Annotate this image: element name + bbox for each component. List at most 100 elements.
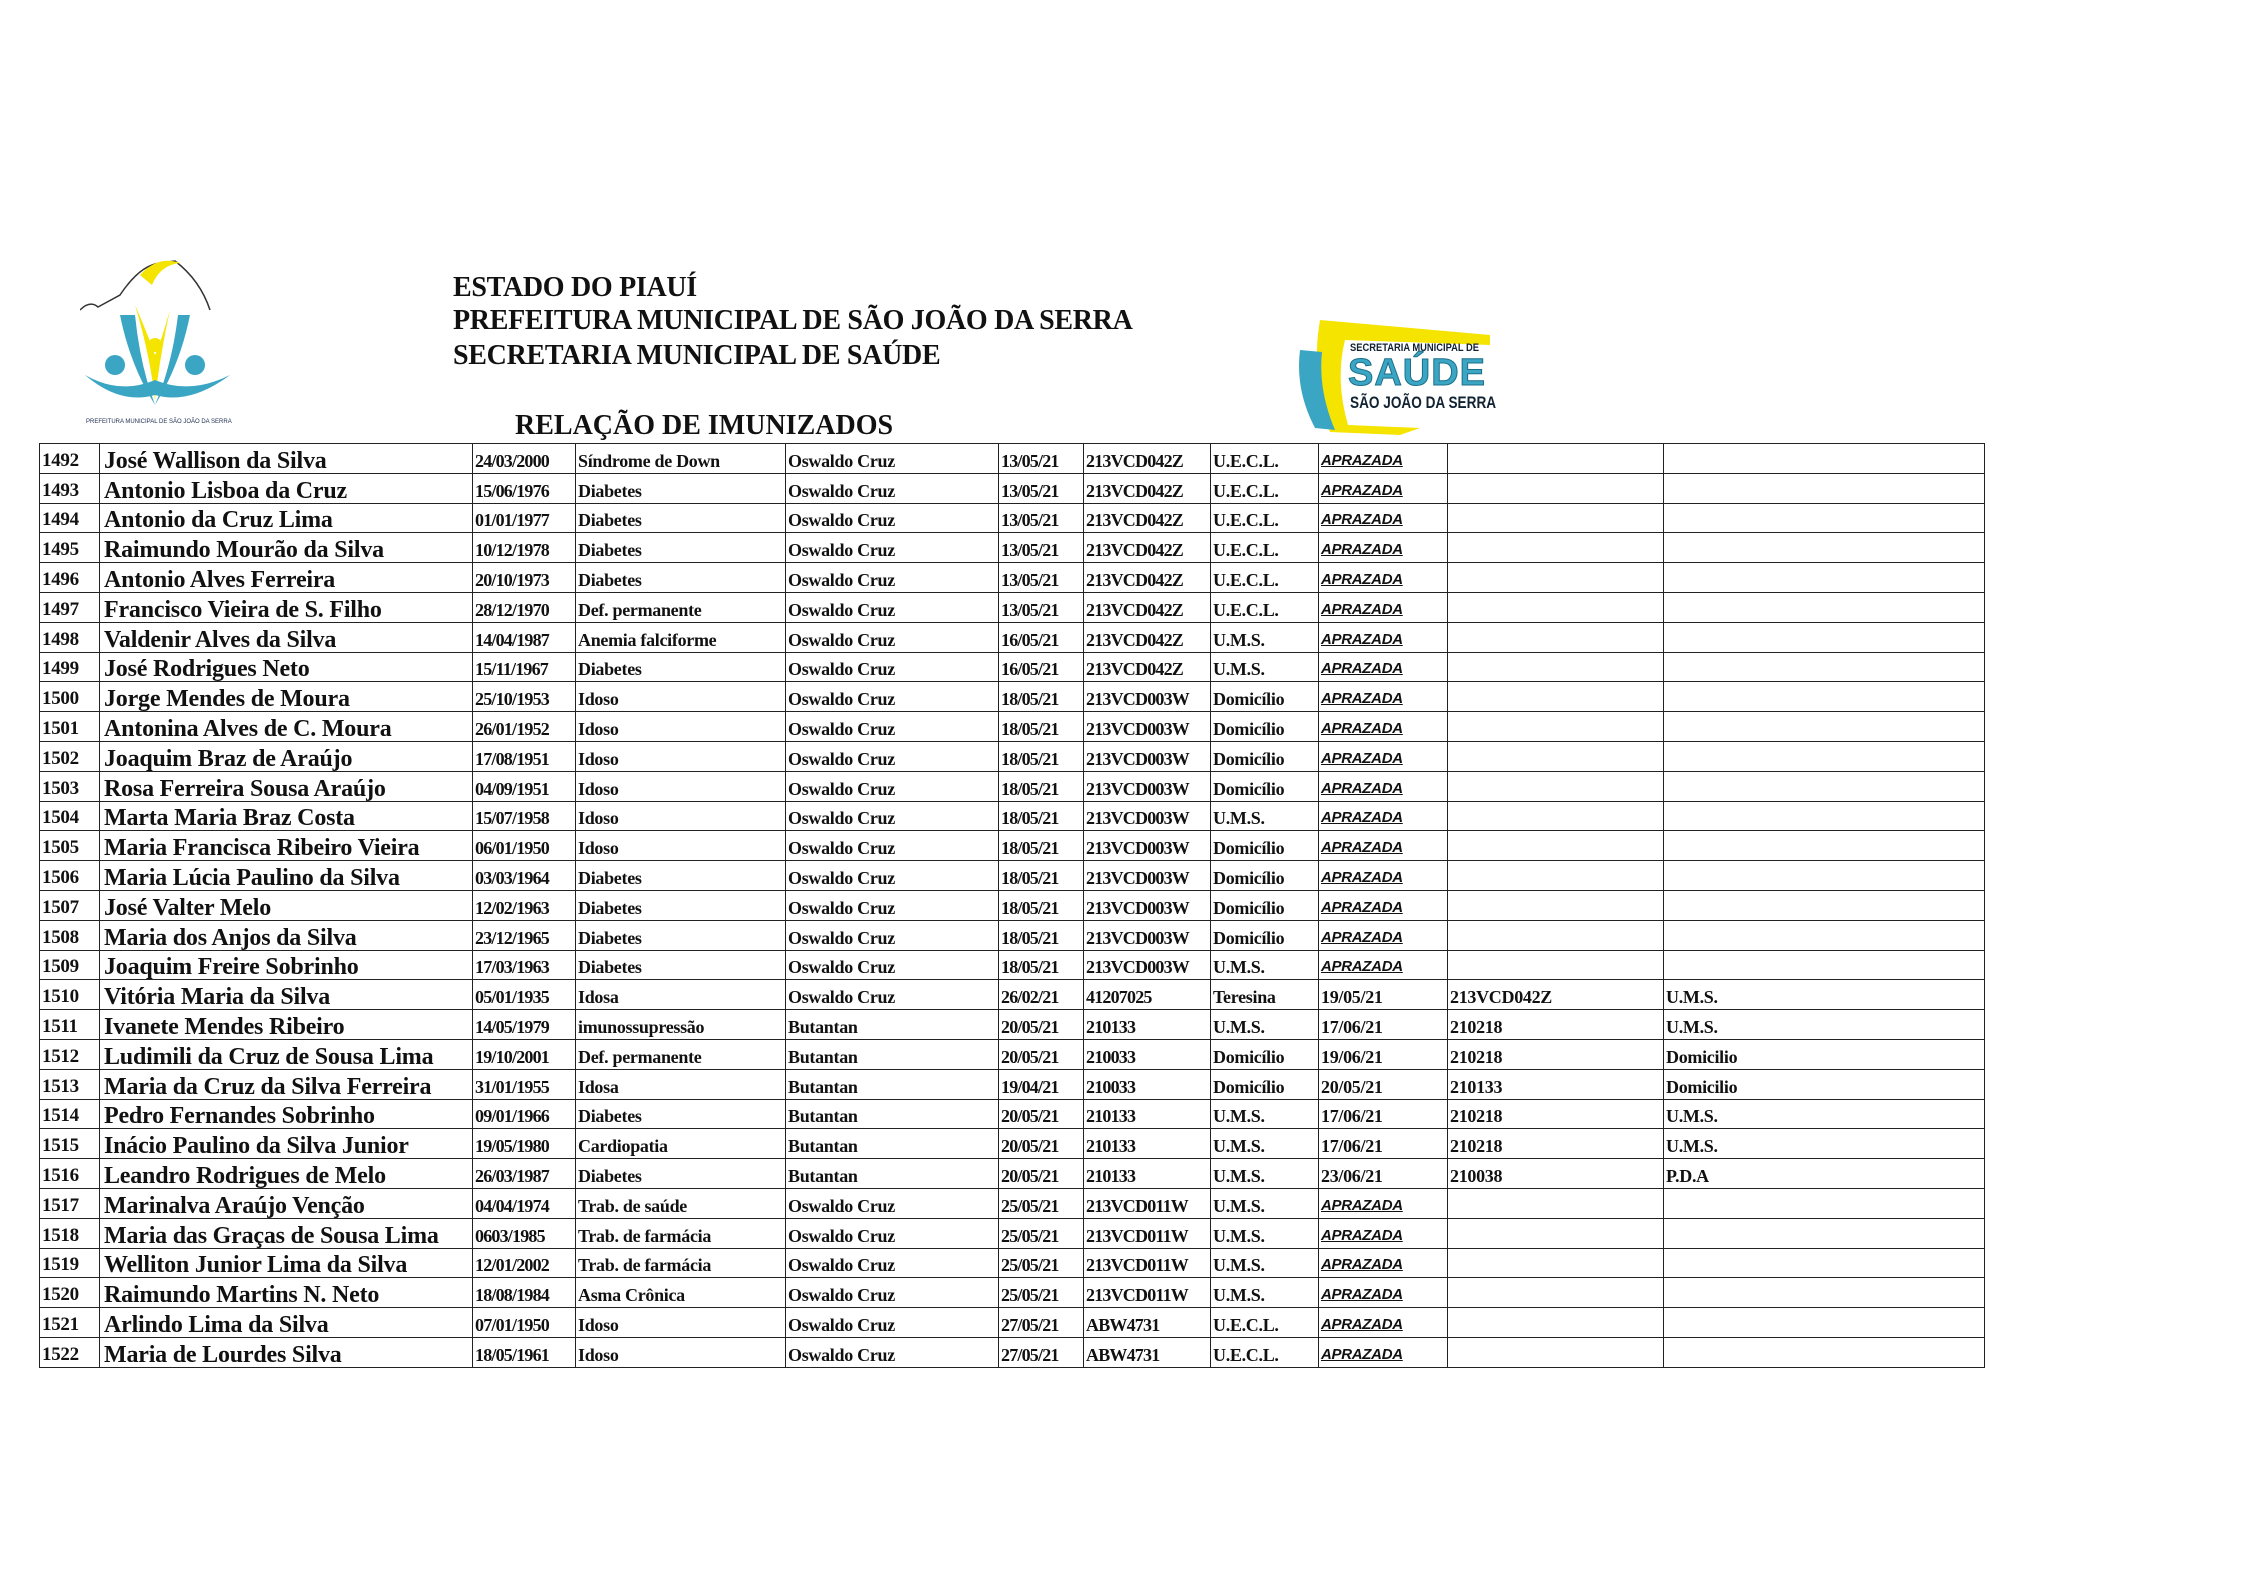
cell-date: 18/05/21: [998, 770, 1084, 802]
table-row: 1502 Joaquim Braz de Araújo 17/08/1951 Idos…: [39, 740, 1985, 772]
cell-birth: 12/01/2002: [472, 1247, 576, 1279]
table-row: 1496 Antonio Alves Ferreira 20/10/1973 Diab…: [39, 562, 1985, 593]
cell-group: Trab. de farmácia: [575, 1247, 786, 1279]
saude-logo-line1: SECRETARIA MUNICIPAL DE: [1350, 342, 1480, 354]
cell-name: Inácio Paulino da Silva Junior: [99, 1128, 473, 1160]
cell-date: 20/05/21: [998, 1038, 1084, 1070]
table-row: 1503 Rosa Ferreira Sousa Araújo 04/09/1951…: [39, 770, 1985, 802]
table-row: 1500 Jorge Mendes de Moura 25/10/1953 Idoso…: [39, 681, 1985, 713]
table-row: 1514 Pedro Fernandes Sobrinho 09/01/1966 Di…: [39, 1098, 1985, 1130]
table-row: 1506 Maria Lúcia Paulino da Silva 03/03/19…: [39, 860, 1985, 891]
cell-num: 1516: [39, 1158, 100, 1189]
table-row: 1501 Antonina Alves de C. Moura 26/01/1952…: [39, 711, 1985, 742]
cell-num: 1515: [39, 1128, 100, 1160]
cell-num: 1494: [39, 502, 100, 534]
status-aprazada: APRAZADA: [1321, 779, 1403, 797]
cell-name: Antonina Alves de C. Moura: [99, 711, 473, 742]
cell-dose2: 19/05/21: [1318, 979, 1448, 1011]
cell-vaccine: Oswaldo Cruz: [785, 889, 999, 921]
cell-num: 1501: [39, 711, 100, 742]
cell-birth: 19/10/2001: [472, 1038, 576, 1070]
cell-lot1: 213VCD042Z: [1083, 443, 1211, 474]
cell-group: Diabetes: [575, 1158, 786, 1189]
cell-lot2: [1447, 949, 1664, 981]
status-aprazada: APRAZADA: [1321, 839, 1403, 857]
cell-num: 1496: [39, 562, 100, 593]
cell-vaccine: Oswaldo Cruz: [785, 1187, 999, 1219]
cell-date: 18/05/21: [998, 800, 1084, 832]
status-aprazada: APRAZADA: [1321, 660, 1403, 678]
cell-place2: Domicilio: [1663, 1038, 1985, 1070]
cell-group: Diabetes: [575, 502, 786, 534]
cell-date: 13/05/21: [998, 532, 1084, 564]
cell-place1: U.M.S.: [1210, 1128, 1319, 1160]
cell-birth: 04/04/1974: [472, 1187, 576, 1219]
cell-lot2: [1447, 800, 1664, 832]
cell-num: 1492: [39, 443, 100, 474]
cell-num: 1493: [39, 472, 100, 504]
cell-dose2: APRAZADA: [1318, 651, 1448, 683]
table-row: 1507 José Valter Melo 12/02/1963 Diabetes Os…: [39, 889, 1985, 921]
cell-place2: [1663, 1217, 1985, 1249]
cell-vaccine: Oswaldo Cruz: [785, 1307, 999, 1338]
cell-lot2: [1447, 919, 1664, 951]
cell-name: Maria da Cruz da Silva Ferreira: [99, 1068, 473, 1100]
cell-lot1: 213VCD042Z: [1083, 651, 1211, 683]
cell-group: Idosa: [575, 1068, 786, 1100]
cell-group: Anemia falciforme: [575, 621, 786, 653]
cell-dose2: APRAZADA: [1318, 889, 1448, 921]
cell-lot2: 210218: [1447, 1038, 1664, 1070]
cell-place1: U.M.S.: [1210, 1277, 1319, 1309]
cell-place1: Domicílio: [1210, 770, 1319, 802]
cell-birth: 15/06/1976: [472, 472, 576, 504]
cell-date: 16/05/21: [998, 621, 1084, 653]
cell-lot2: [1447, 1217, 1664, 1249]
cell-date: 20/05/21: [998, 1098, 1084, 1130]
cell-group: Diabetes: [575, 1098, 786, 1130]
status-aprazada: APRAZADA: [1321, 1226, 1403, 1244]
cell-birth: 31/01/1955: [472, 1068, 576, 1100]
cell-num: 1522: [39, 1336, 100, 1368]
status-aprazada: APRAZADA: [1321, 958, 1403, 976]
cell-lot1: 213VCD003W: [1083, 830, 1211, 862]
table-row: 1518 Maria das Graças de Sousa Lima 0603/1…: [39, 1217, 1985, 1249]
status-aprazada: APRAZADA: [1321, 928, 1403, 946]
table-row: 1510 Vitória Maria da Silva 05/01/1935 Idos…: [39, 979, 1985, 1011]
cell-lot2: [1447, 889, 1664, 921]
status-aprazada: APRAZADA: [1321, 541, 1403, 559]
cell-place1: Domicílio: [1210, 889, 1319, 921]
cell-vaccine: Oswaldo Cruz: [785, 800, 999, 832]
cell-birth: 12/02/1963: [472, 889, 576, 921]
status-aprazada: APRAZADA: [1321, 1286, 1403, 1304]
cell-name: José Wallison da Silva: [99, 443, 473, 474]
cell-group: Idosa: [575, 979, 786, 1011]
table-row: 1516 Leandro Rodrigues de Melo 26/03/1987 D…: [39, 1158, 1985, 1189]
cell-group: Idoso: [575, 770, 786, 802]
cell-place1: U.E.C.L.: [1210, 443, 1319, 474]
cell-birth: 26/01/1952: [472, 711, 576, 742]
cell-name: José Rodrigues Neto: [99, 651, 473, 683]
cell-lot2: 213VCD042Z: [1447, 979, 1664, 1011]
cell-birth: 24/03/2000: [472, 443, 576, 474]
cell-date: 20/05/21: [998, 1009, 1084, 1040]
cell-dose2: APRAZADA: [1318, 740, 1448, 772]
cell-vaccine: Oswaldo Cruz: [785, 860, 999, 891]
cell-dose2: 20/05/21: [1318, 1068, 1448, 1100]
cell-birth: 15/11/1967: [472, 651, 576, 683]
cell-place1: U.M.S.: [1210, 1098, 1319, 1130]
cell-birth: 09/01/1966: [472, 1098, 576, 1130]
cell-place1: U.E.C.L.: [1210, 532, 1319, 564]
cell-group: Def. permanente: [575, 1038, 786, 1070]
cell-lot1: 213VCD011W: [1083, 1187, 1211, 1219]
cell-num: 1505: [39, 830, 100, 862]
cell-lot2: [1447, 711, 1664, 742]
table-row: 1492 José Wallison da Silva 24/03/2000 Sínd…: [39, 443, 1985, 474]
table-row: 1517 Marinalva Araújo Venção 04/04/1974 Tra…: [39, 1187, 1985, 1219]
cell-place1: Domicílio: [1210, 830, 1319, 862]
cell-num: 1514: [39, 1098, 100, 1130]
cell-dose2: APRAZADA: [1318, 443, 1448, 474]
status-aprazada: APRAZADA: [1321, 868, 1403, 886]
cell-lot2: 210133: [1447, 1068, 1664, 1100]
cell-group: Idoso: [575, 1307, 786, 1338]
table-row: 1495 Raimundo Mourão da Silva 10/12/1978 Di…: [39, 532, 1985, 564]
